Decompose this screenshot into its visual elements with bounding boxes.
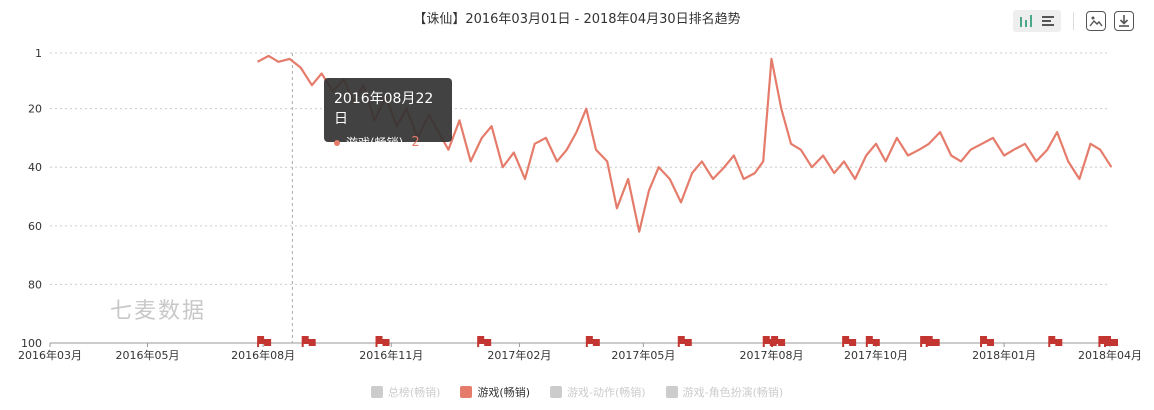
event-flag-icon <box>477 336 492 347</box>
legend-item-games[interactable]: 游戏(畅销) <box>460 384 530 400</box>
bar-view-icon[interactable] <box>1017 12 1035 30</box>
chart-tooltip: 2016年08月22日 游戏(畅销) 2 <box>324 78 452 150</box>
event-flag-icon <box>865 336 880 347</box>
event-flag-icon <box>1104 336 1118 347</box>
y-tick-label: 60 <box>28 220 42 233</box>
event-flag-icon <box>925 336 940 347</box>
download-icon[interactable] <box>1114 11 1134 31</box>
legend-item-rpg[interactable]: 游戏-角色扮演(畅销) <box>665 384 784 400</box>
legend-label: 游戏(畅销) <box>477 386 531 399</box>
event-flag-icon <box>980 336 995 347</box>
x-tick-label: 2016年03月 <box>18 348 82 362</box>
tooltip-value: 2 <box>411 135 420 150</box>
list-view-icon[interactable] <box>1039 12 1057 30</box>
y-tick-label: 80 <box>28 278 42 291</box>
save-image-icon[interactable] <box>1086 11 1106 31</box>
tooltip-date: 2016年08月22日 <box>334 91 434 127</box>
legend-label: 游戏-角色扮演(畅销) <box>682 386 784 399</box>
legend-label: 游戏-动作(畅销) <box>567 386 646 399</box>
x-tick-label: 2016年05月 <box>116 348 180 362</box>
event-flag-icon <box>257 336 272 347</box>
event-flag-icon <box>677 336 692 347</box>
x-tick-label: 2016年08月 <box>231 348 295 362</box>
legend-swatch <box>460 386 473 398</box>
legend-label: 总榜(畅销) <box>387 386 441 399</box>
legend-swatch <box>665 386 678 398</box>
x-tick-label: 2016年11月 <box>359 348 423 362</box>
event-flag-icon <box>301 336 316 347</box>
x-tick-label: 2017年02月 <box>487 348 551 362</box>
legend-swatch <box>370 386 383 398</box>
y-tick-label: 40 <box>28 161 42 174</box>
watermark: 七麦数据 <box>110 299 207 324</box>
view-toggle-group <box>1013 10 1061 32</box>
x-tick-label: 2017年10月 <box>844 348 908 362</box>
y-tick-label: 100 <box>21 337 42 350</box>
toolbar-divider <box>1073 12 1074 30</box>
event-flag-icon <box>842 336 857 347</box>
x-tick-label: 2018年04月 <box>1078 348 1142 362</box>
tooltip-row: 游戏(畅销) 2 <box>334 134 442 151</box>
x-tick-label: 2018年01月 <box>972 348 1036 362</box>
x-tick-label: 2017年08月 <box>740 348 804 362</box>
event-flag-icon <box>585 336 600 347</box>
legend-item-overall[interactable]: 总榜(畅销) <box>370 384 441 400</box>
series-dot-icon <box>334 139 340 146</box>
event-flag-icon <box>771 336 786 347</box>
event-flag-icon <box>1048 336 1063 347</box>
event-flag-icon <box>375 336 390 347</box>
x-tick-label: 2017年05月 <box>611 348 675 362</box>
legend-swatch <box>550 386 563 398</box>
chart-legend: 总榜(畅销) 游戏(畅销) 游戏-动作(畅销) 游戏-角色扮演(畅销) <box>0 384 1154 400</box>
chart-title: 【诛仙】2016年03月01日 - 2018年04月30日排名趋势 <box>413 12 741 27</box>
chart-toolbar <box>1013 10 1134 32</box>
event-flag-icon <box>762 336 777 347</box>
tooltip-series-name: 游戏(畅销) <box>346 136 404 150</box>
y-tick-label: 20 <box>28 103 42 116</box>
legend-item-action[interactable]: 游戏-动作(畅销) <box>550 384 646 400</box>
y-tick-label: 1 <box>35 47 42 60</box>
